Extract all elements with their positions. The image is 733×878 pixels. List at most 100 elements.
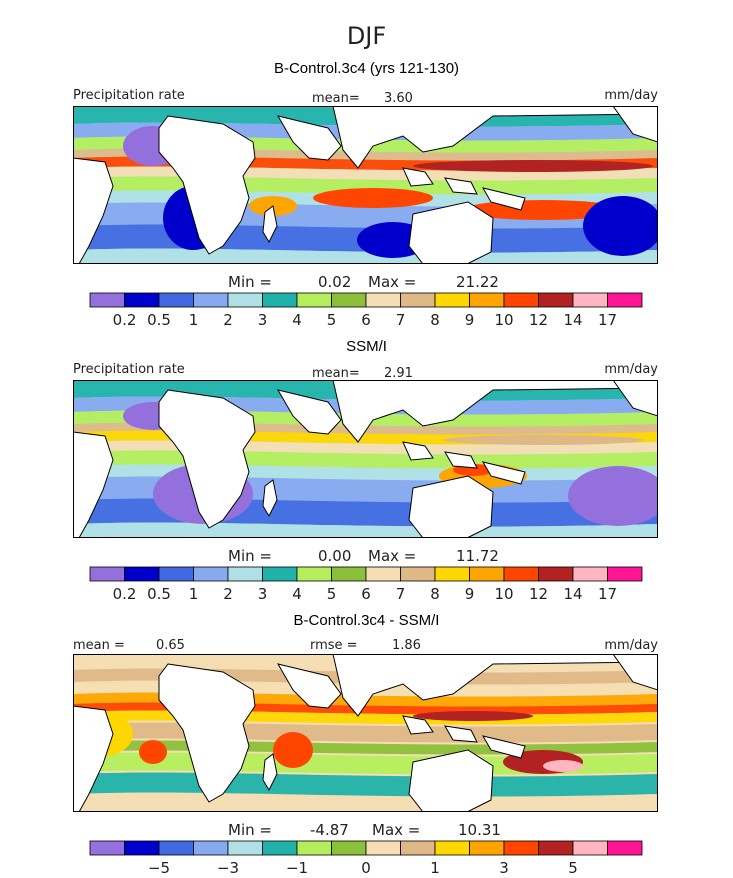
colorbar-swatch	[296, 292, 332, 308]
colorbar-swatch	[193, 840, 229, 856]
land-outline	[73, 431, 114, 538]
panel-3-units: mm/day	[604, 638, 658, 653]
panel-2-max-value: 11.72	[456, 547, 499, 565]
colorbar-swatch	[434, 566, 470, 582]
panel-1-max-label: Max =	[368, 273, 417, 291]
colorbar-swatch	[469, 292, 505, 308]
precip-blob	[583, 196, 658, 256]
land-outline	[73, 705, 114, 812]
land-outline	[481, 735, 526, 759]
colorbar-tick-label: 6	[361, 311, 371, 329]
panel-3-min-label: Min =	[228, 821, 272, 839]
panel-2-mean-label: mean=	[312, 366, 360, 381]
colorbar-tick-label: 0.2	[113, 585, 137, 603]
colorbar-swatch	[331, 566, 367, 582]
panel-3-mean-value: 0.65	[156, 638, 185, 653]
colorbar-swatch	[158, 292, 194, 308]
colorbar-swatch	[365, 840, 401, 856]
colorbar-swatch	[400, 292, 436, 308]
colorbar-swatch	[89, 566, 125, 582]
colorbar-swatch	[262, 292, 298, 308]
panel-1-variable-label: Precipitation rate	[73, 88, 185, 103]
colorbar-swatch	[572, 292, 608, 308]
colorbar-swatch	[124, 840, 160, 856]
page-title: DJF	[346, 22, 387, 50]
colorbar-tick-label: 3	[499, 859, 509, 877]
colorbar-tick-label: 4	[292, 311, 302, 329]
panel-2-mean-value: 2.91	[384, 366, 413, 381]
colorbar-tick-label: 17	[598, 585, 617, 603]
land-outline	[444, 725, 478, 743]
colorbar-swatch	[365, 292, 401, 308]
land-outline	[276, 389, 342, 435]
colorbar-swatch	[503, 292, 539, 308]
precip-blob	[273, 732, 313, 768]
map-frame	[73, 106, 658, 264]
land-outline	[444, 177, 478, 195]
colorbar-swatch	[227, 566, 263, 582]
colorbar-tick-label: 5	[327, 311, 337, 329]
colorbar-swatch	[331, 292, 367, 308]
colorbar-tick-label: 6	[361, 585, 371, 603]
colorbar-swatch	[469, 840, 505, 856]
colorbar-tick-label: 12	[529, 311, 548, 329]
precip-contour	[73, 248, 658, 264]
panel-3-map	[73, 654, 658, 812]
land-outline	[276, 115, 342, 161]
land-outline	[408, 475, 494, 538]
colorbar-swatch	[400, 566, 436, 582]
colorbar-swatch	[538, 566, 574, 582]
land-outline	[408, 201, 494, 264]
precip-blob	[413, 711, 533, 721]
colorbar-tick-label: 5	[327, 585, 337, 603]
precip-contour	[73, 522, 658, 538]
land-outline	[612, 106, 658, 143]
panel-3-mean-label: mean =	[73, 638, 125, 653]
colorbar-swatch	[572, 840, 608, 856]
colorbar-tick-label: 10	[494, 585, 513, 603]
land-outline	[73, 157, 114, 264]
colorbar-tick-label: −1	[286, 859, 308, 877]
land-outline	[158, 663, 256, 803]
precip-blob	[313, 188, 433, 208]
land-outline	[481, 187, 526, 211]
colorbar-swatch	[503, 566, 539, 582]
land-outline	[332, 380, 658, 443]
colorbar-swatch	[572, 566, 608, 582]
panel-2-colorbar: 0.2 0.5 1 2 3 4 5 6 7 8 9 10 12 14 17	[89, 566, 643, 603]
colorbar-tick-label: 7	[396, 585, 406, 603]
colorbar-tick-label: 8	[430, 585, 440, 603]
panel-1-title: B-Control.3c4 (yrs 121-130)	[273, 60, 460, 77]
colorbar-swatch	[227, 292, 263, 308]
colorbar-tick-label: 9	[465, 585, 475, 603]
colorbar-swatch	[607, 840, 643, 856]
land-outline	[481, 461, 526, 485]
colorbar-tick-label: 1	[430, 859, 440, 877]
panel-1-mean-label: mean=	[312, 91, 360, 106]
panel-1-map	[73, 106, 658, 264]
panel-1-max-value: 21.22	[456, 273, 499, 291]
panel-1-colorbar: 0.2 0.5 1 2 3 4 5 6 7 8 9 10 12 14 17	[89, 292, 643, 329]
colorbar-tick-label: −5	[148, 859, 170, 877]
panel-3-colorbar: −5 −3 −1 0 1 3 5	[89, 840, 643, 877]
panel-1-mean-value: 3.60	[384, 91, 413, 106]
colorbar-tick-label: 0	[361, 859, 371, 877]
colorbar-swatch	[434, 840, 470, 856]
colorbar-swatch	[158, 840, 194, 856]
colorbar-swatch	[262, 840, 298, 856]
panel-1-min-value: 0.02	[318, 273, 352, 291]
land-outline	[444, 451, 478, 469]
colorbar-swatch	[365, 566, 401, 582]
colorbar-swatch	[124, 566, 160, 582]
colorbar-tick-label: 1	[189, 585, 199, 603]
panel-2-max-label: Max =	[368, 547, 417, 565]
colorbar-tick-label: 3	[258, 311, 268, 329]
land-outline	[332, 654, 658, 717]
colorbar-swatch	[227, 840, 263, 856]
land-outline	[612, 654, 658, 691]
panel-2-variable-label: Precipitation rate	[73, 362, 185, 377]
colorbar-tick-label: 7	[396, 311, 406, 329]
colorbar-swatch	[434, 292, 470, 308]
colorbar-swatch	[400, 840, 436, 856]
colorbar-tick-label: 14	[563, 311, 582, 329]
